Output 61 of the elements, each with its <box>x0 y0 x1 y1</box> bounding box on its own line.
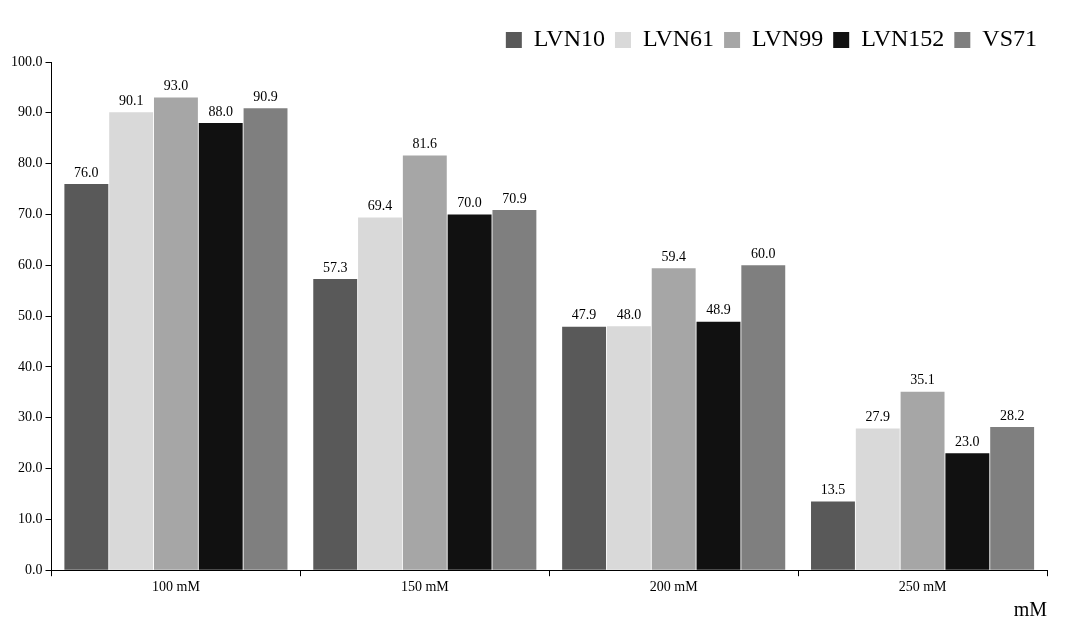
bar <box>696 321 741 570</box>
data-label: 90.9 <box>253 88 278 104</box>
x-tick-label: 200 mM <box>649 579 699 595</box>
data-label: 76.0 <box>74 164 99 180</box>
y-tick-label: 60.0 <box>18 256 43 272</box>
data-label: 69.4 <box>367 198 393 214</box>
data-label: 60.0 <box>751 245 776 261</box>
data-label: 81.6 <box>412 136 438 152</box>
data-label: 70.0 <box>457 195 482 211</box>
y-tick-label: 10.0 <box>18 511 43 527</box>
data-label: 47.9 <box>571 307 597 323</box>
data-label: 48.0 <box>616 306 642 322</box>
data-label: 23.0 <box>955 433 980 449</box>
bar <box>313 279 358 570</box>
bar <box>606 326 651 570</box>
x-axis-title: mM <box>1013 598 1048 621</box>
bar <box>109 112 154 570</box>
bar <box>447 214 492 570</box>
data-label: 35.1 <box>910 372 935 388</box>
y-tick-label: 0.0 <box>25 561 43 577</box>
bar <box>198 122 243 570</box>
data-label: 57.3 <box>322 259 348 275</box>
data-label: 90.1 <box>118 92 144 108</box>
bar <box>153 97 198 570</box>
y-tick-label: 70.0 <box>18 206 43 222</box>
x-tick-label: 250 mM <box>898 579 948 595</box>
data-label: 28.2 <box>999 407 1025 423</box>
y-tick-label: 90.0 <box>18 104 43 120</box>
data-label: 88.0 <box>208 103 233 119</box>
data-label: 70.9 <box>502 190 527 206</box>
bar <box>402 155 447 570</box>
y-tick-label: 100.0 <box>11 53 43 69</box>
legend-label: LVN61 <box>642 25 715 52</box>
y-tick-label: 20.0 <box>18 460 43 476</box>
legend-label: LVN99 <box>752 25 824 52</box>
data-label: 27.9 <box>865 409 891 425</box>
legend-label: LVN152 <box>861 25 945 52</box>
legend-label: VS71 <box>982 25 1038 52</box>
y-tick-label: 50.0 <box>18 307 43 323</box>
bar <box>855 428 900 570</box>
bar <box>945 453 990 570</box>
bar <box>64 183 109 570</box>
y-tick-label: 80.0 <box>18 155 43 171</box>
bar <box>811 501 855 570</box>
y-tick-label: 30.0 <box>18 409 43 425</box>
legend-label: LVN10 <box>533 25 605 52</box>
bar <box>562 326 607 570</box>
data-label: 93.0 <box>163 78 189 94</box>
data-label: 48.9 <box>706 302 731 318</box>
bar <box>900 391 945 570</box>
bar <box>358 217 402 570</box>
bar <box>243 108 288 570</box>
bar <box>741 265 786 570</box>
bar <box>990 426 1035 570</box>
data-label: 59.4 <box>661 249 686 264</box>
x-tick-label: 150 mM <box>400 579 450 595</box>
y-tick-label: 40.0 <box>18 358 43 374</box>
data-label: 13.5 <box>820 482 846 498</box>
bar <box>492 209 537 570</box>
bar <box>651 268 696 570</box>
x-tick-label: 100 mM <box>152 579 201 595</box>
